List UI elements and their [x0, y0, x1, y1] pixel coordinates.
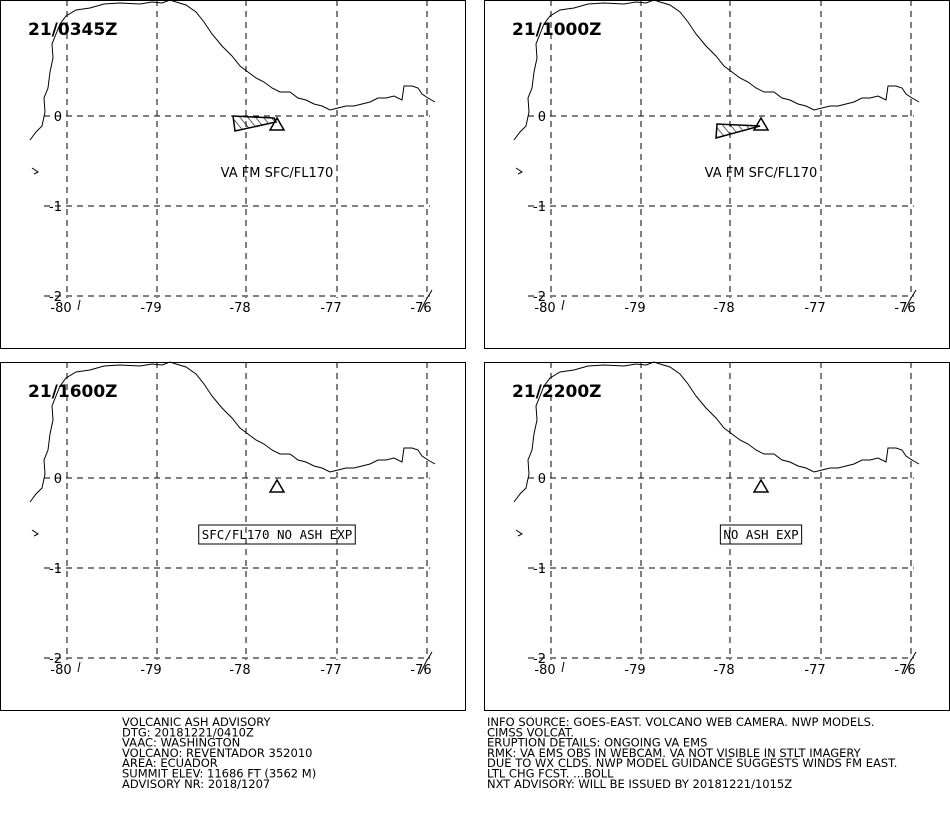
- lat-label: 0: [54, 110, 62, 125]
- lon-label: -79: [140, 663, 161, 678]
- valid-time: 21/1000Z: [512, 20, 602, 40]
- lon-label: -80: [534, 663, 555, 678]
- coastline: [29, 0, 436, 141]
- lon-label: -79: [624, 663, 645, 678]
- lon-label: -76: [894, 301, 915, 316]
- panel-frame: [0, 362, 466, 711]
- lon-label: -76: [410, 301, 431, 316]
- lon-label: -80: [534, 301, 555, 316]
- valid-time: 21/0345Z: [28, 20, 118, 40]
- advisory-line: DTG: 20181221/0410Z: [122, 725, 254, 739]
- lon-label: -78: [229, 663, 250, 678]
- ash-cloud: [715, 123, 761, 140]
- note-box: [719, 524, 803, 545]
- ash-cloud: [232, 115, 278, 132]
- panel-frame: [0, 0, 466, 349]
- lon-label: -78: [713, 663, 734, 678]
- valid-time: 21/2200Z: [512, 382, 602, 402]
- map-panel: 21/0345Z -80 -79 -78 -77 -76 0 -1 -2 VA FM SFC/FL…: [0, 0, 466, 349]
- coast-fragment: [31, 529, 433, 675]
- advisory-line: ADVISORY NR: 2018/1207: [122, 777, 270, 791]
- map-panel: 21/1000Z -80 -79 -78 -77 -76 0 -1 -2 VA FM SFC/FL…: [484, 0, 950, 349]
- lat-label: 0: [538, 110, 546, 125]
- coast-fragment: [31, 167, 433, 313]
- note-box: [198, 524, 356, 545]
- advisory-line: AREA: ECUADOR: [122, 756, 218, 770]
- map-panel: 21/1600Z -80 -79 -78 -77 -76 0 -1 -2 SFC/FL170 NO…: [0, 361, 466, 711]
- coast-fragment: [515, 167, 917, 313]
- coast-fragment: [515, 529, 917, 675]
- forecast-note: NO ASH EXP: [723, 527, 798, 542]
- lat-label: 0: [54, 472, 62, 487]
- coastline: [29, 361, 436, 503]
- volcano: [752, 478, 770, 493]
- lon-label: -77: [804, 663, 825, 678]
- lon-label: -79: [140, 301, 161, 316]
- lon-label: -78: [229, 301, 250, 316]
- lat-label: -2: [533, 290, 546, 305]
- lat-label: -1: [533, 200, 546, 215]
- lat-label: -2: [49, 290, 62, 305]
- volcano: [752, 116, 770, 131]
- coastline: [513, 0, 920, 141]
- lat-label: -1: [49, 562, 62, 577]
- forecast-note: VA FM SFC/FL170: [221, 166, 334, 181]
- lon-label: -78: [713, 301, 734, 316]
- forecast-note: SFC/FL170 NO ASH EXP: [202, 527, 353, 542]
- valid-time: 21/1600Z: [28, 382, 118, 402]
- advisory-line: VOLCANIC ASH ADVISORY: [122, 715, 272, 729]
- advisory-line: VAAC: WASHINGTON: [122, 736, 240, 750]
- lon-label: -77: [320, 301, 341, 316]
- coastline: [513, 361, 920, 503]
- lat-label: 0: [538, 472, 546, 487]
- lon-label: -80: [50, 301, 71, 316]
- advisory-line: LTL CHG FCST. ...BOLL: [487, 767, 614, 781]
- lon-label: -79: [624, 301, 645, 316]
- lat-label: -1: [533, 562, 546, 577]
- advisory-line: DUE TO WX CLDS. NWP MODEL GUIDANCE SUGGE…: [487, 756, 897, 770]
- lon-label: -76: [894, 663, 915, 678]
- advisory-line: NXT ADVISORY: WILL BE ISSUED BY 20181221…: [487, 777, 792, 791]
- volcano: [268, 116, 286, 131]
- lat-label: -2: [533, 652, 546, 667]
- lon-label: -77: [804, 301, 825, 316]
- advisory-line: INFO SOURCE: GOES-EAST. VOLCANO WEB CAME…: [487, 715, 875, 729]
- advisory-line: VOLCANO: REVENTADOR 352010: [122, 746, 312, 760]
- lat-label: -1: [49, 200, 62, 215]
- advisory-line: ERUPTION DETAILS: ONGOING VA EMS: [487, 736, 707, 750]
- lon-label: -80: [50, 663, 71, 678]
- lon-label: -76: [410, 663, 431, 678]
- forecast-note: VA FM SFC/FL170: [705, 166, 818, 181]
- advisory-line: RMK: VA EMS OBS IN WEBCAM. VA NOT VISIBL…: [487, 746, 862, 760]
- advisory-line: CIMSS VOLCAT.: [487, 725, 574, 739]
- volcano: [268, 478, 286, 493]
- advisory-line: SUMMIT ELEV: 11686 FT (3562 M): [122, 767, 316, 781]
- lat-label: -2: [49, 652, 62, 667]
- lon-label: -77: [320, 663, 341, 678]
